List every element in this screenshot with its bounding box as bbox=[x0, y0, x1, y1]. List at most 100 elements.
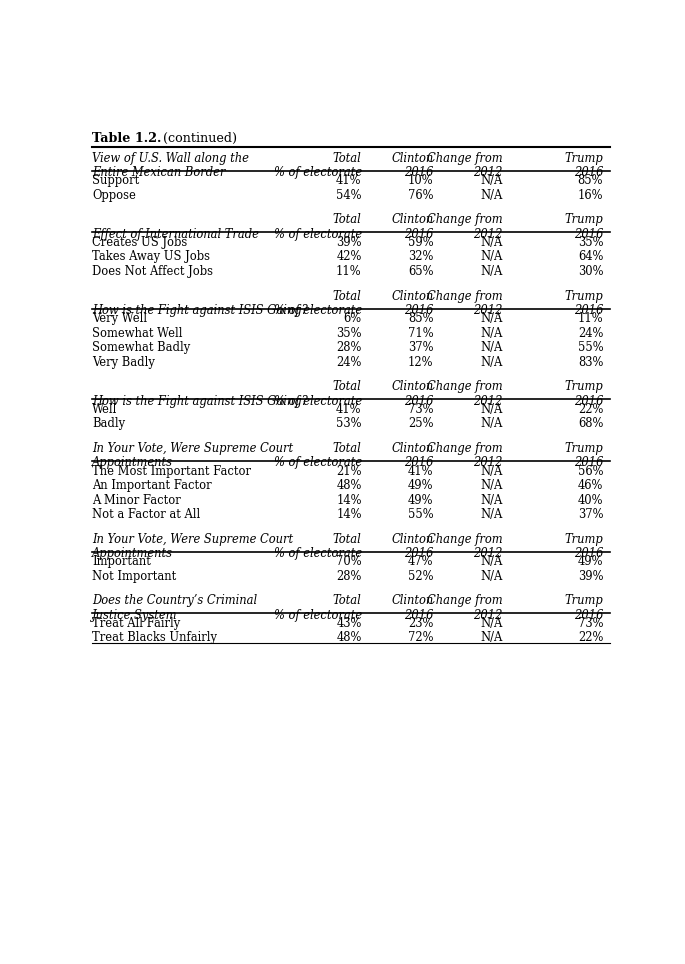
Text: 49%: 49% bbox=[408, 479, 434, 492]
Text: 28%: 28% bbox=[336, 570, 362, 583]
Text: 59%: 59% bbox=[408, 236, 434, 249]
Text: 14%: 14% bbox=[336, 494, 362, 506]
Text: % of electorate: % of electorate bbox=[273, 609, 362, 622]
Text: 48%: 48% bbox=[336, 479, 362, 492]
Text: 11%: 11% bbox=[577, 312, 603, 325]
Text: 22%: 22% bbox=[578, 403, 603, 415]
Text: % of electorate: % of electorate bbox=[273, 166, 362, 179]
Text: Change from: Change from bbox=[427, 151, 502, 165]
Text: 2016: 2016 bbox=[404, 304, 434, 317]
Text: Trump: Trump bbox=[564, 442, 603, 455]
Text: N/A: N/A bbox=[480, 341, 502, 354]
Text: Clinton: Clinton bbox=[391, 442, 434, 455]
Text: Total: Total bbox=[333, 380, 362, 393]
Text: 2016: 2016 bbox=[404, 228, 434, 241]
Text: 2016: 2016 bbox=[404, 456, 434, 469]
Text: Takes Away US Jobs: Takes Away US Jobs bbox=[92, 251, 210, 263]
Text: Support: Support bbox=[92, 174, 139, 187]
Text: Treat Blacks Unfairly: Treat Blacks Unfairly bbox=[92, 631, 217, 645]
Text: % of electorate: % of electorate bbox=[273, 304, 362, 317]
Text: 2016: 2016 bbox=[404, 609, 434, 622]
Text: Effect of International Trade: Effect of International Trade bbox=[92, 228, 259, 241]
Text: Clinton: Clinton bbox=[391, 533, 434, 546]
Text: N/A: N/A bbox=[480, 617, 502, 630]
Text: 10%: 10% bbox=[408, 174, 434, 187]
Text: Treat All Fairly: Treat All Fairly bbox=[92, 617, 180, 630]
Text: Creates US Jobs: Creates US Jobs bbox=[92, 236, 187, 249]
Text: 64%: 64% bbox=[578, 251, 603, 263]
Text: In Your Vote, Were Supreme Court: In Your Vote, Were Supreme Court bbox=[92, 442, 293, 455]
Text: Change from: Change from bbox=[427, 442, 502, 455]
Text: 2012: 2012 bbox=[473, 228, 502, 241]
Text: N/A: N/A bbox=[480, 174, 502, 187]
Text: 73%: 73% bbox=[577, 617, 603, 630]
Text: N/A: N/A bbox=[480, 236, 502, 249]
Text: Not a Factor at All: Not a Factor at All bbox=[92, 508, 200, 521]
Text: Table 1.2.: Table 1.2. bbox=[92, 132, 162, 145]
Text: % of electorate: % of electorate bbox=[273, 394, 362, 408]
Text: 41%: 41% bbox=[408, 465, 434, 477]
Text: 85%: 85% bbox=[577, 174, 603, 187]
Text: Very Well: Very Well bbox=[92, 312, 147, 325]
Text: Entire Mexican Border: Entire Mexican Border bbox=[92, 166, 225, 179]
Text: 14%: 14% bbox=[336, 508, 362, 521]
Text: Important: Important bbox=[92, 555, 151, 568]
Text: Badly: Badly bbox=[92, 417, 125, 430]
Text: How is the Fight against ISIS Going?: How is the Fight against ISIS Going? bbox=[92, 394, 308, 408]
Text: Oppose: Oppose bbox=[92, 189, 136, 201]
Text: 40%: 40% bbox=[577, 494, 603, 506]
Text: 6%: 6% bbox=[344, 312, 362, 325]
Text: 2016: 2016 bbox=[574, 609, 603, 622]
Text: N/A: N/A bbox=[480, 356, 502, 368]
Text: 2012: 2012 bbox=[473, 609, 502, 622]
Text: N/A: N/A bbox=[480, 494, 502, 506]
Text: (continued): (continued) bbox=[151, 132, 238, 145]
Text: 2012: 2012 bbox=[473, 548, 502, 560]
Text: Justice System: Justice System bbox=[92, 609, 177, 622]
Text: 54%: 54% bbox=[336, 189, 362, 201]
Text: N/A: N/A bbox=[480, 555, 502, 568]
Text: 32%: 32% bbox=[408, 251, 434, 263]
Text: 46%: 46% bbox=[578, 479, 603, 492]
Text: Appointments: Appointments bbox=[92, 456, 173, 469]
Text: 24%: 24% bbox=[336, 356, 362, 368]
Text: 2012: 2012 bbox=[473, 304, 502, 317]
Text: An Important Factor: An Important Factor bbox=[92, 479, 212, 492]
Text: Trump: Trump bbox=[564, 595, 603, 607]
Text: Clinton: Clinton bbox=[391, 213, 434, 227]
Text: 49%: 49% bbox=[577, 555, 603, 568]
Text: 76%: 76% bbox=[408, 189, 434, 201]
Text: Trump: Trump bbox=[564, 213, 603, 227]
Text: N/A: N/A bbox=[480, 251, 502, 263]
Text: 2012: 2012 bbox=[473, 394, 502, 408]
Text: 42%: 42% bbox=[336, 251, 362, 263]
Text: 68%: 68% bbox=[578, 417, 603, 430]
Text: 2016: 2016 bbox=[404, 166, 434, 179]
Text: In Your Vote, Were Supreme Court: In Your Vote, Were Supreme Court bbox=[92, 533, 293, 546]
Text: 2012: 2012 bbox=[473, 456, 502, 469]
Text: 30%: 30% bbox=[577, 265, 603, 278]
Text: 55%: 55% bbox=[408, 508, 434, 521]
Text: 2016: 2016 bbox=[574, 228, 603, 241]
Text: Change from: Change from bbox=[427, 595, 502, 607]
Text: N/A: N/A bbox=[480, 312, 502, 325]
Text: Trump: Trump bbox=[564, 380, 603, 393]
Text: 16%: 16% bbox=[577, 189, 603, 201]
Text: 47%: 47% bbox=[408, 555, 434, 568]
Text: Clinton: Clinton bbox=[391, 595, 434, 607]
Text: 85%: 85% bbox=[408, 312, 434, 325]
Text: Total: Total bbox=[333, 533, 362, 546]
Text: N/A: N/A bbox=[480, 265, 502, 278]
Text: 2016: 2016 bbox=[404, 548, 434, 560]
Text: 49%: 49% bbox=[408, 494, 434, 506]
Text: Total: Total bbox=[333, 442, 362, 455]
Text: N/A: N/A bbox=[480, 189, 502, 201]
Text: % of electorate: % of electorate bbox=[273, 456, 362, 469]
Text: 2016: 2016 bbox=[574, 166, 603, 179]
Text: Trump: Trump bbox=[564, 151, 603, 165]
Text: 2016: 2016 bbox=[404, 394, 434, 408]
Text: 65%: 65% bbox=[408, 265, 434, 278]
Text: 55%: 55% bbox=[577, 341, 603, 354]
Text: Clinton: Clinton bbox=[391, 380, 434, 393]
Text: 22%: 22% bbox=[578, 631, 603, 645]
